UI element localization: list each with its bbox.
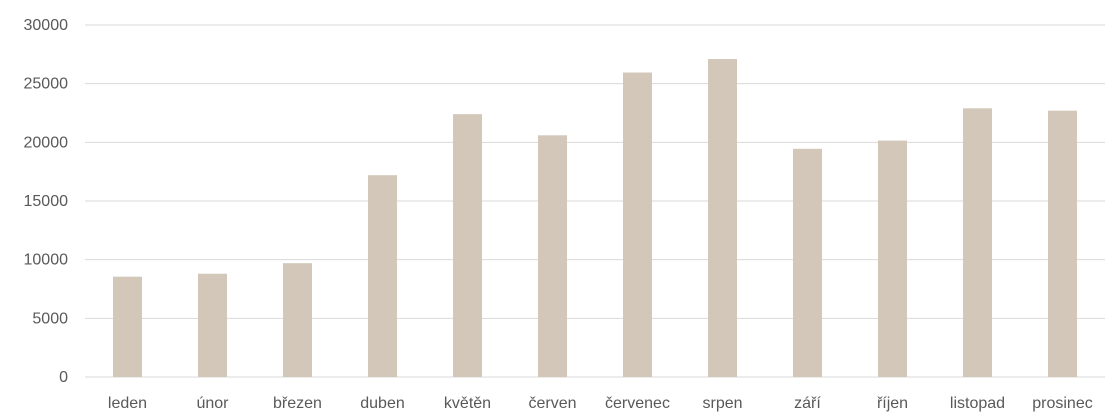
x-tick-label: srpen (702, 395, 742, 412)
bar (368, 175, 397, 377)
y-axis-ticks: 0 5000 10000 15000 20000 25000 30000 (24, 17, 69, 386)
bar (453, 114, 482, 377)
x-tick-label: leden (108, 395, 147, 412)
bar (538, 135, 567, 377)
x-tick-label: únor (196, 395, 229, 412)
x-tick-label: květěn (444, 395, 491, 412)
y-tick-label: 5000 (32, 310, 68, 327)
y-tick-label: 0 (59, 369, 68, 386)
x-tick-label: červenec (605, 395, 670, 412)
bar (1048, 110, 1077, 378)
bar (708, 59, 737, 377)
x-axis-ticks: leden únor březen duben květěn červen červenec… (108, 395, 1093, 412)
y-tick-label: 10000 (24, 252, 69, 269)
y-tick-label: 25000 (24, 76, 69, 93)
x-tick-label: prosinec (1032, 395, 1092, 412)
x-tick-label: březen (273, 395, 322, 412)
bar (793, 148, 822, 377)
x-tick-label: listopad (950, 395, 1005, 412)
y-tick-label: 20000 (24, 134, 69, 151)
x-tick-label: duben (360, 395, 405, 412)
bar (963, 108, 992, 377)
bar (283, 263, 312, 377)
x-tick-label: červen (528, 395, 576, 412)
bar (878, 140, 907, 377)
x-tick-label: říjen (877, 395, 908, 412)
bar (113, 276, 142, 377)
bar (623, 72, 652, 378)
bars (113, 59, 1077, 378)
gridlines (85, 24, 1105, 378)
y-tick-label: 15000 (24, 193, 69, 210)
y-tick-label: 30000 (24, 17, 69, 34)
x-tick-label: září (794, 395, 821, 412)
bar (198, 273, 227, 377)
